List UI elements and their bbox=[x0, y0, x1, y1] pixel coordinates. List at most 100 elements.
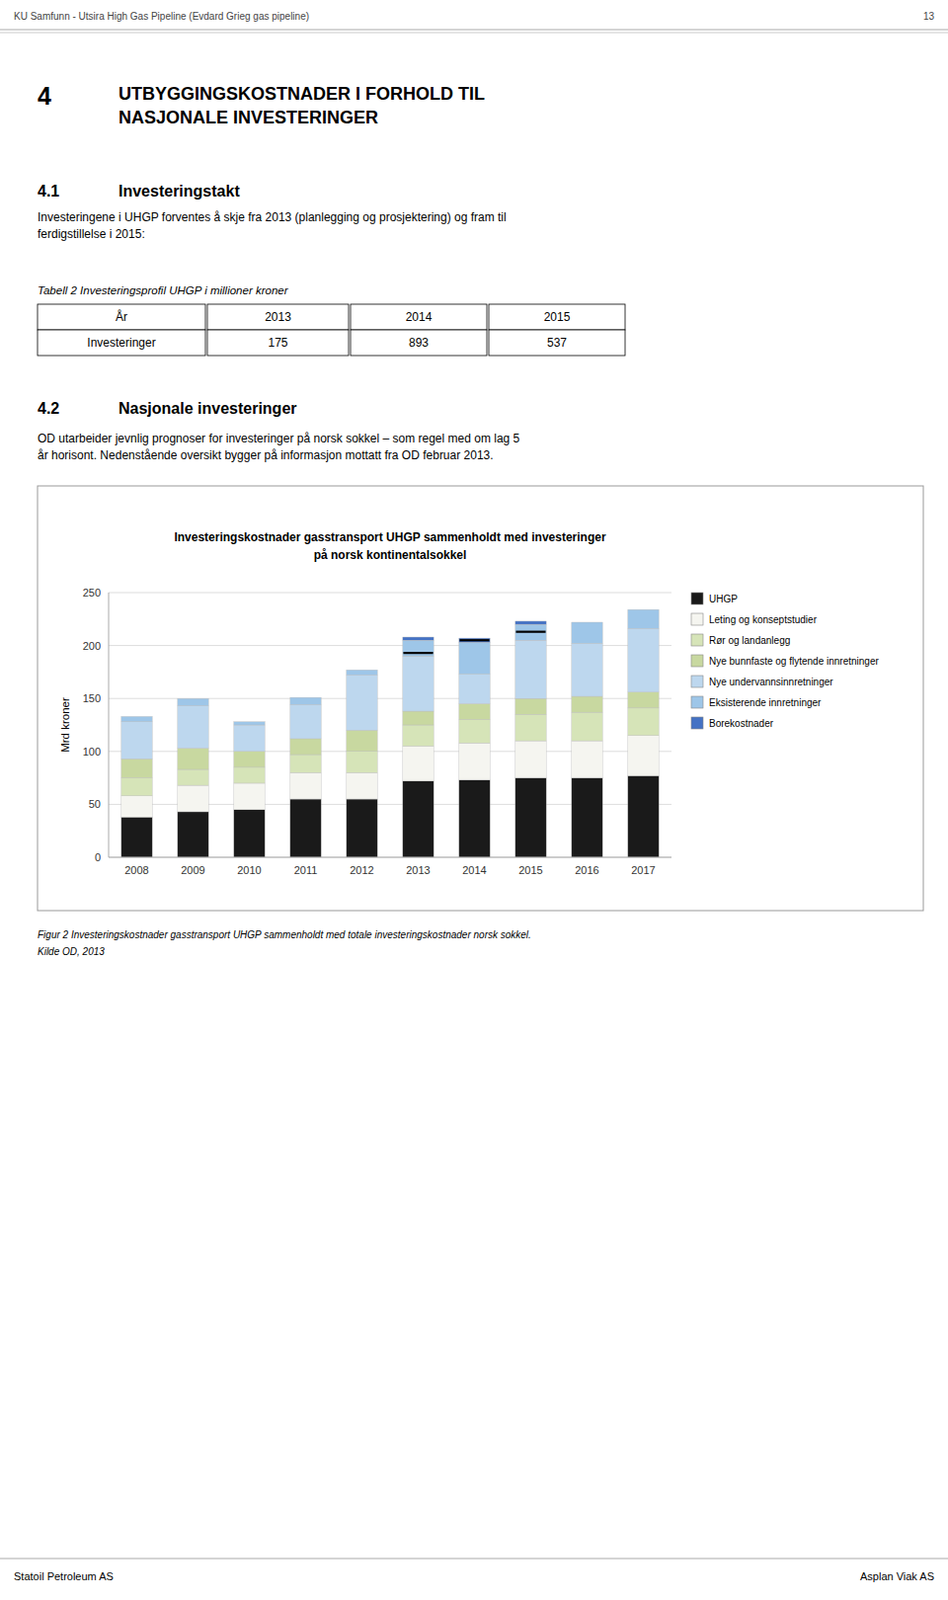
legend-swatch bbox=[691, 696, 704, 709]
legend-label: Borekostnader bbox=[709, 717, 775, 729]
table-cell bbox=[488, 329, 626, 356]
bar-segment bbox=[628, 628, 659, 692]
footer-rule bbox=[0, 1558, 948, 1560]
figure-caption: Figur 2 Investeringskostnader gasstransp… bbox=[37, 929, 532, 941]
bar-segment bbox=[177, 706, 209, 749]
x-tick-label: 2017 bbox=[631, 864, 655, 876]
bar-segment bbox=[571, 642, 603, 697]
body-text-line: OD utarbeider jevnlig prognoser for inve… bbox=[37, 431, 521, 446]
bar-segment bbox=[234, 783, 265, 810]
page: KU Samfunn - Utsira High Gas Pipeline (E… bbox=[0, 0, 948, 1600]
subsection-number: 4.1 bbox=[37, 182, 60, 200]
bar-segment bbox=[234, 809, 265, 858]
bar-segment bbox=[346, 669, 378, 675]
section-title-line: NASJONALE INVESTERINGER bbox=[118, 107, 379, 128]
bar-segment bbox=[121, 715, 153, 721]
x-tick-label: 2010 bbox=[237, 864, 261, 876]
chart-frame bbox=[37, 485, 924, 911]
legend-label: Nye undervannsinnretninger bbox=[709, 676, 834, 688]
bar-segment bbox=[121, 715, 153, 717]
bar-segment bbox=[290, 772, 321, 799]
page-header: KU Samfunn - Utsira High Gas Pipeline (E… bbox=[13, 10, 310, 22]
y-tick-label: 150 bbox=[82, 692, 101, 705]
y-tick-label: 250 bbox=[82, 586, 101, 599]
legend-label: Eksisterende innretninger bbox=[709, 697, 822, 709]
chart-title-line: Investeringskostnader gasstransport UHGP… bbox=[173, 530, 607, 545]
legend-swatch bbox=[691, 633, 704, 646]
bar-segment bbox=[628, 735, 659, 777]
bar-segment bbox=[290, 705, 321, 739]
bar-segment bbox=[346, 675, 378, 731]
bar-segment bbox=[571, 740, 603, 779]
bar-segment bbox=[515, 713, 547, 741]
legend-swatch bbox=[691, 654, 704, 667]
bar-segment bbox=[177, 769, 209, 786]
legend-swatch bbox=[691, 613, 704, 626]
bar-segment bbox=[459, 674, 490, 705]
y-axis-line bbox=[108, 592, 110, 858]
x-tick-label: 2011 bbox=[294, 864, 318, 876]
bar-segment bbox=[628, 609, 659, 611]
y-tick-label: 0 bbox=[94, 851, 101, 864]
table-text: 2014 bbox=[405, 310, 433, 324]
bar-segment bbox=[290, 798, 321, 858]
bar-segment bbox=[402, 745, 434, 781]
legend-label: Leting og konseptstudier bbox=[709, 614, 818, 626]
bar-segment bbox=[402, 711, 434, 725]
x-tick-label: 2014 bbox=[462, 864, 486, 876]
footer-left: Statoil Petroleum AS bbox=[13, 1570, 114, 1582]
x-tick-label: 2008 bbox=[124, 864, 149, 876]
bar-segment bbox=[346, 798, 378, 858]
bar-segment bbox=[571, 696, 603, 712]
figure-caption: Kilde OD, 2013 bbox=[37, 946, 105, 957]
page-number: 13 bbox=[923, 10, 936, 22]
body-text-line: år horisont. Nedenstående oversikt bygge… bbox=[37, 448, 494, 463]
bar-segment bbox=[402, 636, 434, 640]
bar-segment bbox=[234, 721, 265, 725]
bar-segment bbox=[290, 754, 321, 773]
table-text: 2013 bbox=[264, 310, 292, 324]
bar-segment bbox=[177, 698, 209, 707]
table-text: Investeringer bbox=[86, 335, 156, 350]
body-text-line: Investeringene i UHGP forventes å skje f… bbox=[37, 210, 507, 225]
header-rule bbox=[0, 29, 948, 31]
bar-segment bbox=[234, 720, 265, 722]
plot-marks bbox=[121, 609, 659, 858]
bar-segment bbox=[346, 772, 378, 799]
table-caption: Tabell 2 Investeringsprofil UHGP i milli… bbox=[37, 284, 290, 297]
bar-segment bbox=[459, 719, 490, 744]
chart-title-line: på norsk kontinentalsokkel bbox=[314, 548, 468, 562]
bar-segment bbox=[121, 758, 153, 778]
table-cell bbox=[350, 304, 487, 330]
bar-segment bbox=[515, 624, 547, 640]
footer-right: Asplan Viak AS bbox=[860, 1570, 935, 1582]
forecast-marker bbox=[402, 651, 433, 654]
y-tick-label: 50 bbox=[88, 797, 101, 810]
x-tick-label: 2013 bbox=[405, 864, 430, 876]
bar-segment bbox=[346, 751, 378, 773]
bar-segment bbox=[515, 621, 547, 625]
bar-segment bbox=[234, 767, 265, 784]
y-tick-label: 200 bbox=[82, 639, 101, 652]
body-text: Investeringene i UHGP forventes å skje f… bbox=[37, 210, 507, 241]
table-text: 175 bbox=[267, 335, 288, 350]
table-cell bbox=[37, 304, 206, 330]
x-tick-label: 2015 bbox=[518, 864, 543, 876]
legend-swatch bbox=[691, 675, 704, 688]
section-title-line: UTBYGGINGSKOSTNADER I FORHOLD TIL bbox=[118, 83, 485, 104]
table-cell bbox=[488, 304, 626, 330]
bar-segment bbox=[515, 740, 547, 779]
bar-segment bbox=[346, 669, 378, 671]
table-cell bbox=[350, 329, 487, 356]
section-title: UTBYGGINGSKOSTNADER I FORHOLD TIL NASJONA… bbox=[118, 83, 485, 128]
x-tick-label: 2016 bbox=[574, 864, 599, 876]
body-text-line: ferdigstillelse i 2015: bbox=[37, 227, 146, 241]
bar-segment bbox=[515, 639, 547, 699]
forecast-marker bbox=[515, 631, 546, 633]
subsection-title: Investeringstakt bbox=[118, 182, 240, 200]
bar-segment bbox=[402, 639, 434, 656]
legend-swatch bbox=[691, 592, 704, 605]
y-axis-label: Mrd kroner bbox=[59, 697, 72, 753]
bar-segment bbox=[234, 724, 265, 752]
legend-label: UHGP bbox=[709, 593, 738, 605]
